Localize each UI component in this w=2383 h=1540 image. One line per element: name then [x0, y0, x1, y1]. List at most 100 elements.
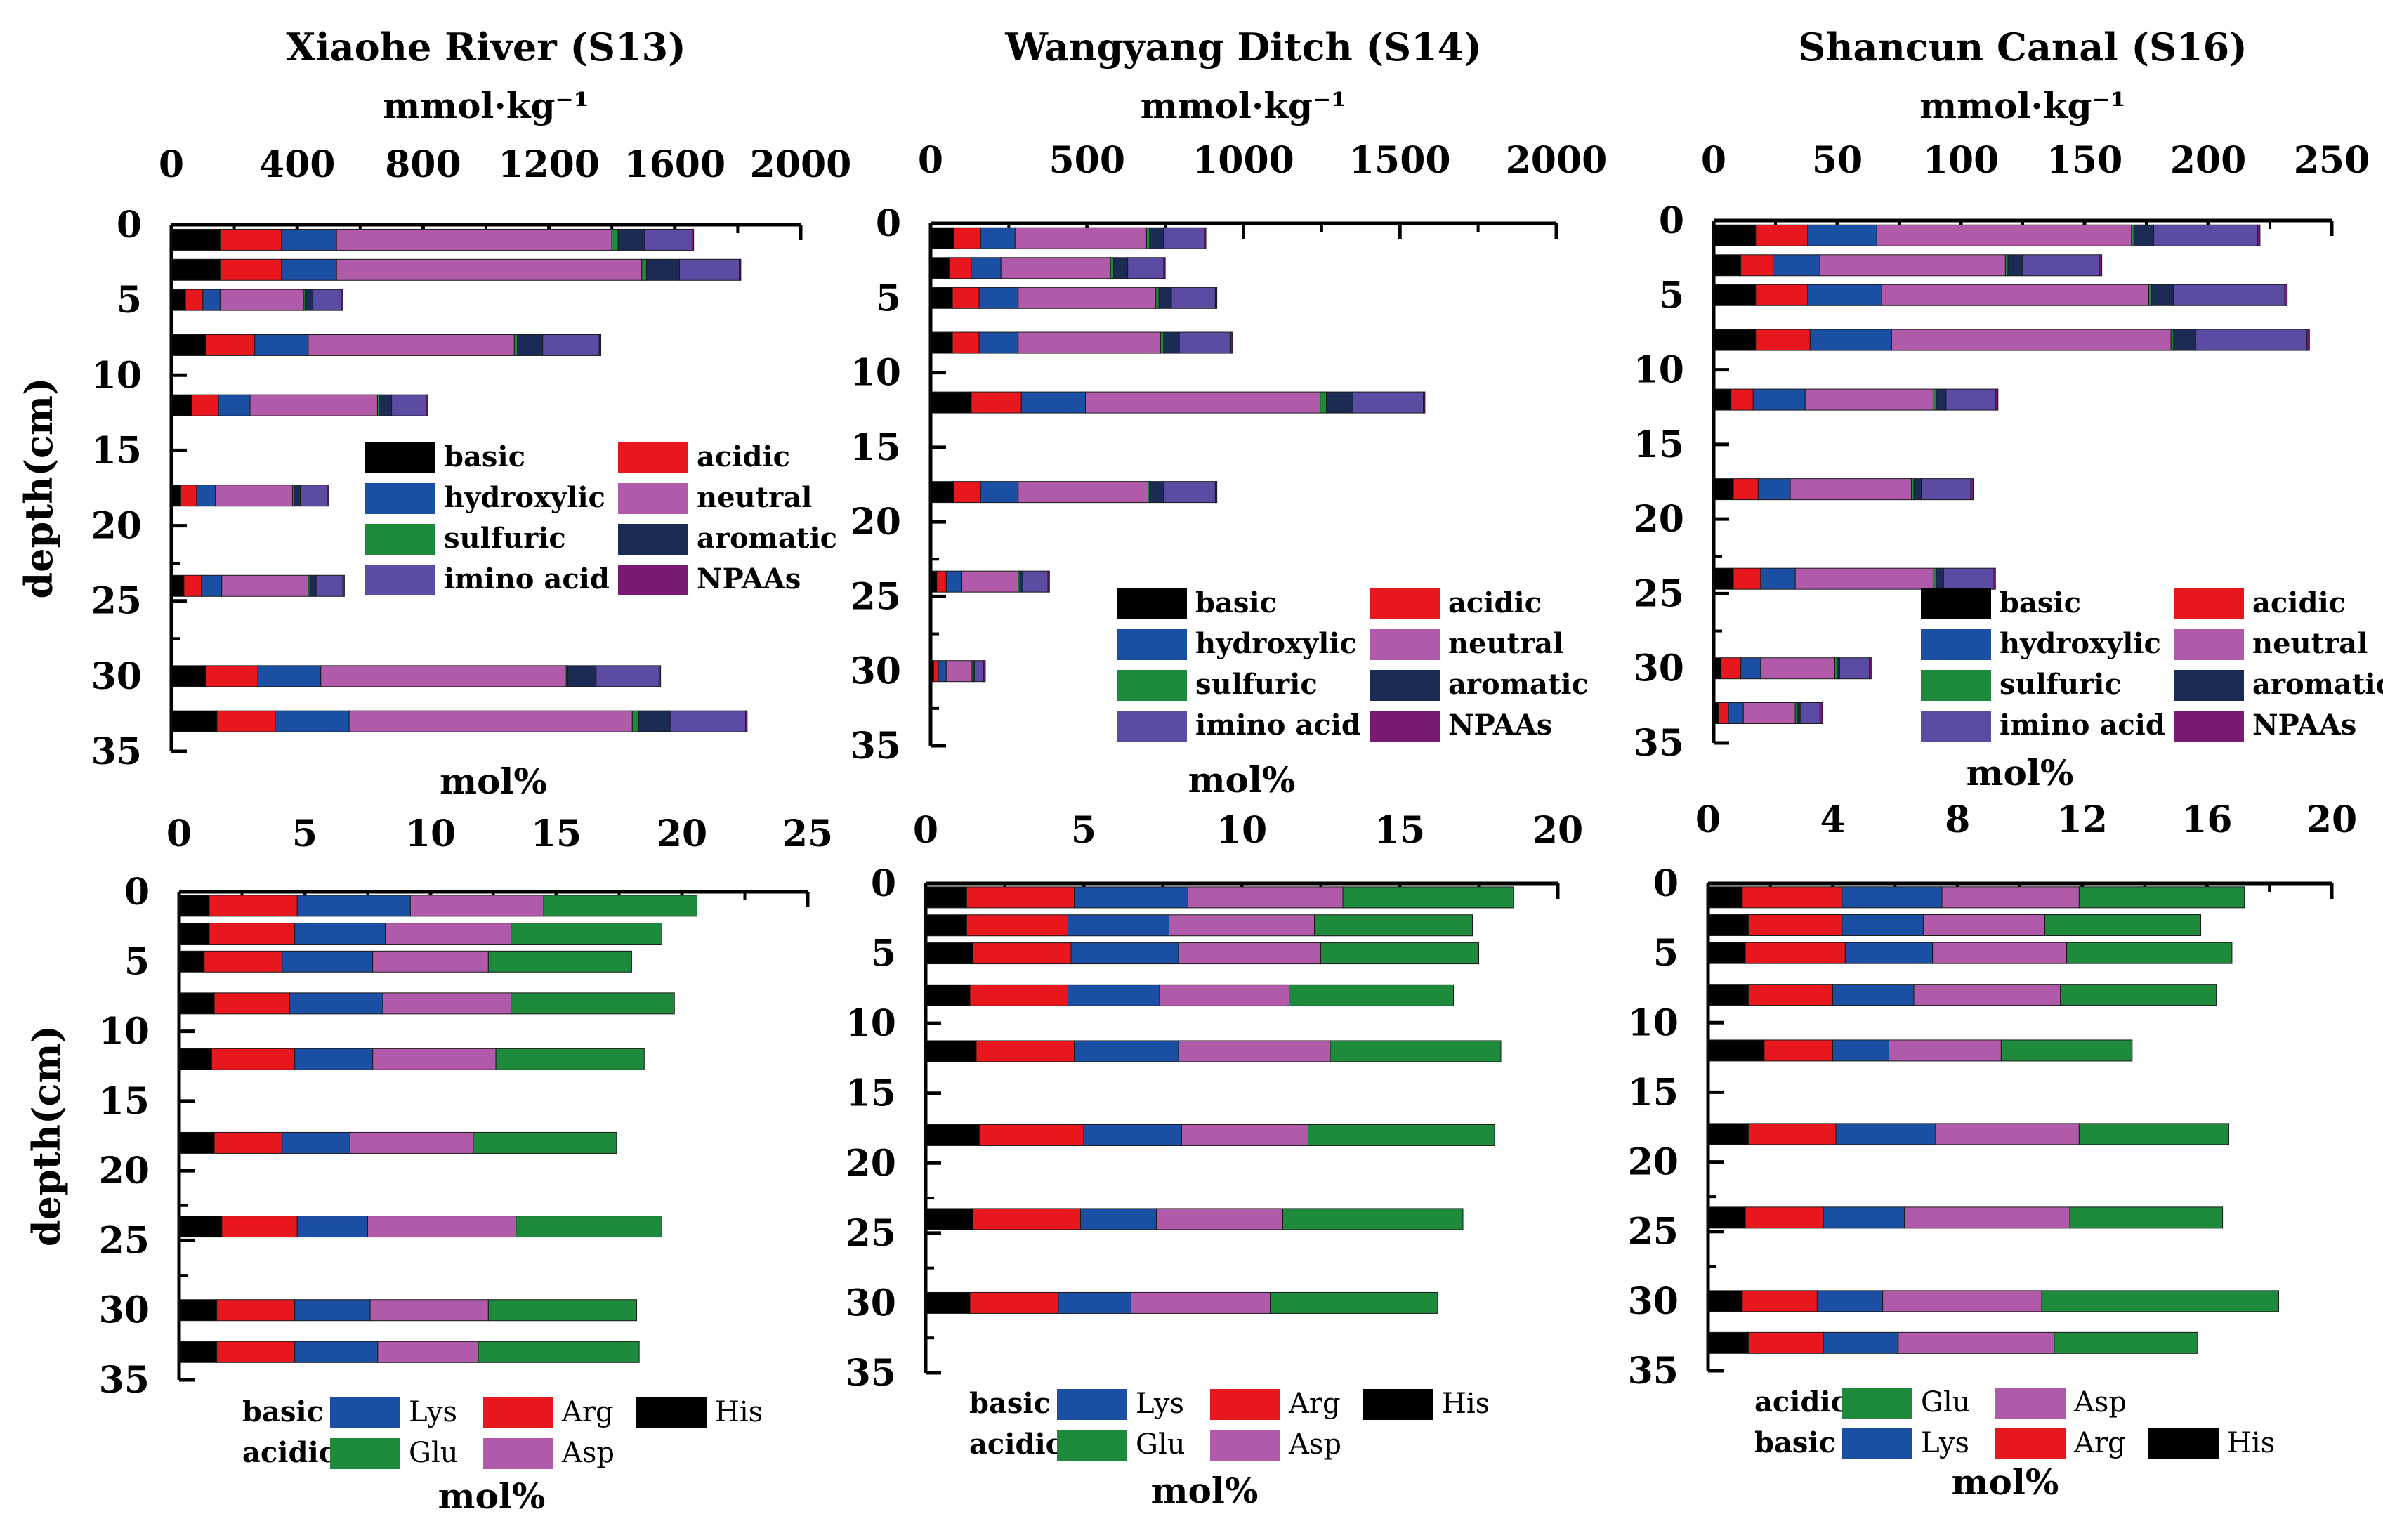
- bar-segment-imino-acid-depth-24: [1022, 570, 1049, 593]
- y-tick-label: 10: [851, 352, 901, 395]
- bar-segment-acidic-depth-12: [971, 391, 1022, 414]
- bar-segment-basic-depth-5: [930, 287, 953, 309]
- y-tick-label: 15: [851, 426, 901, 469]
- bar-segment-sulfuric-depth-12: [1320, 391, 1327, 414]
- bar-segment-arg-depth-5: [204, 950, 283, 973]
- bar-segment-lys-depth-12: [1074, 1040, 1179, 1062]
- bar-segment-asp-depth-12: [1889, 1039, 2002, 1062]
- bar-segment-neutral-depth-18: [215, 485, 293, 507]
- x-tick-label: 20: [2306, 798, 2357, 841]
- y-tick-label: 35: [91, 730, 142, 773]
- bar-segment-acidic-depth-5: [1755, 284, 1808, 306]
- bar-segment-aromatic-depth-1: [617, 228, 645, 251]
- legend-swatch-neutral: [1370, 629, 1440, 660]
- bar-segment-sulfuric-depth-33: [1794, 702, 1799, 724]
- bar-segment-lys-depth-18: [1083, 1124, 1182, 1146]
- bar-segment-arg-depth-24: [221, 1216, 298, 1238]
- y-tick-label: 15: [846, 1072, 896, 1115]
- bar-segment-aromatic-depth-3: [1113, 257, 1129, 279]
- bar-segment-glu-depth-8: [1289, 984, 1454, 1006]
- bar-segment-imino-acid-depth-5: [1171, 287, 1216, 309]
- bar-segment-basic-depth-24: [1713, 567, 1734, 590]
- x-tick-label: 10: [1216, 809, 1267, 852]
- legend-swatch-lys: [1842, 1428, 1912, 1459]
- bar-segment-aromatic-depth-24: [1019, 570, 1023, 593]
- bar-segment-glu-depth-3: [2044, 914, 2202, 936]
- bar-segment-imino-acid-depth-18: [300, 485, 328, 507]
- bar-segment-asp-depth-5: [1178, 942, 1321, 965]
- bar-segment-hydroxylic-depth-1: [980, 227, 1016, 249]
- y-tick-label: 35: [1628, 1350, 1679, 1393]
- legend-swatch-imino-acid: [1921, 711, 1991, 742]
- bar-segment-npaas-depth-18: [1970, 478, 1974, 501]
- x-tick-label: 15: [531, 812, 582, 855]
- bar-segment-asp-depth-8: [1159, 984, 1289, 1006]
- bar-segment-lys-depth-33: [294, 1341, 379, 1363]
- bar-segment-acidic-depth-24: [936, 570, 947, 593]
- legend-label-imino-acid: imino acid: [1195, 709, 1361, 742]
- bar-segment-arg-depth-8: [969, 984, 1068, 1006]
- bar-segment-acidic-depth-3: [219, 258, 282, 281]
- panel-2: Wangyang Ditch (S14)mmol·kg⁻¹0 500 1000 150…: [851, 25, 1608, 768]
- y-tick-label: 30: [1628, 1280, 1679, 1323]
- bar-segment-lys-depth-18: [282, 1131, 350, 1154]
- legend-swatch-hydroxylic: [1921, 629, 1991, 660]
- bar-segment-npaas-depth-8: [2306, 329, 2310, 351]
- bar-segment-neutral-depth-12: [1804, 388, 1934, 411]
- legend-label-glu: Glu: [1921, 1386, 1971, 1419]
- y-tick-label: 20: [99, 1150, 150, 1192]
- legend-label-acidic: acidic: [697, 440, 790, 473]
- bar-segment-hydroxylic-depth-3: [1772, 254, 1820, 277]
- bar-segment-glu-depth-18: [2078, 1123, 2229, 1145]
- bar-segment-lys-depth-8: [289, 992, 383, 1015]
- bar-segment-neutral-depth-30: [320, 665, 567, 687]
- legend-label-sulfuric: sulfuric: [2000, 668, 2122, 701]
- bar-segment-lys-depth-1: [1074, 886, 1188, 909]
- bar-segment-glu-depth-5: [487, 950, 632, 973]
- bar-segment-asp-depth-33: [1898, 1331, 2055, 1354]
- bar-segment-neutral-depth-30: [945, 660, 972, 683]
- bar-segment-glu-depth-3: [1314, 914, 1473, 937]
- bar-segment-hydroxylic-depth-33: [1728, 702, 1744, 724]
- bar-segment-aromatic-depth-1: [1149, 227, 1164, 249]
- y-tick-label: 5: [871, 933, 896, 975]
- bar-segment-basic-depth-18: [930, 481, 954, 504]
- bar-segment-npaas-depth-18: [327, 485, 329, 507]
- legend-unit-label: mol%: [438, 1475, 546, 1517]
- bar-segment-basic-depth-18: [1713, 478, 1734, 501]
- bar-segment-glu-depth-12: [495, 1048, 645, 1070]
- y-tick-label: 25: [1634, 572, 1684, 615]
- legend-label-sulfuric: sulfuric: [1195, 668, 1318, 701]
- legend-label-basic: basic: [1195, 586, 1277, 619]
- bar-segment-glu-depth-30: [1270, 1291, 1438, 1314]
- bar-segment-arg-depth-3: [1748, 914, 1843, 936]
- x-tick-label: 10: [405, 812, 456, 855]
- y-tick-label: 25: [99, 1219, 150, 1262]
- legend-swatch-basic: [1117, 588, 1187, 619]
- legend-swatch-npaas: [1370, 711, 1440, 742]
- bar-segment-npaas-depth-8: [598, 334, 602, 356]
- bar-segment-sulfuric-depth-1: [2131, 224, 2134, 246]
- x-tick-label: 500: [1049, 139, 1125, 182]
- bar-segment-aromatic-depth-8: [517, 334, 544, 356]
- bar-segment-sulfuric-depth-1: [1145, 227, 1150, 249]
- legend-swatch-imino-acid: [365, 565, 435, 595]
- panel-4: mol% 0 5 10 15 20 25 0 5 10 15 20 25 30 35 depth(cm) bas…: [24, 761, 833, 1469]
- y-tick-label: 30: [1634, 647, 1684, 690]
- bar-segment-neutral-depth-24: [961, 570, 1019, 593]
- legend-label-hydroxylic: hydroxylic: [444, 481, 605, 514]
- y-tick-label: 20: [851, 501, 901, 544]
- bar-segment-glu-depth-18: [1308, 1124, 1495, 1146]
- bar-segment-acidic-depth-18: [180, 485, 197, 507]
- legend-label-basic: basic: [444, 440, 525, 473]
- bar-segment-his-depth-33: [1707, 1331, 1749, 1354]
- bar-segment-his-depth-12: [1707, 1039, 1765, 1062]
- bar-segment-npaas-depth-24: [342, 574, 345, 597]
- bar-segment-aromatic-depth-30: [1837, 657, 1841, 680]
- bar-segment-his-depth-3: [1707, 914, 1749, 936]
- bar-segment-hydroxylic-depth-8: [978, 331, 1019, 354]
- bar-segment-basic-depth-30: [171, 665, 206, 687]
- bar-segment-lys-depth-18: [1835, 1123, 1936, 1145]
- bar-segment-asp-depth-12: [372, 1048, 497, 1070]
- bar-segment-acidic-depth-1: [953, 227, 981, 249]
